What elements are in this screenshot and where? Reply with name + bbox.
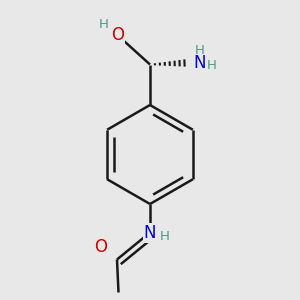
Text: H: H [160,230,169,243]
Text: H: H [195,44,204,57]
Text: N: N [193,54,206,72]
Text: N: N [144,224,156,242]
Text: H: H [207,59,217,72]
Text: O: O [94,238,107,256]
Text: O: O [111,26,124,44]
Text: H: H [99,17,108,31]
